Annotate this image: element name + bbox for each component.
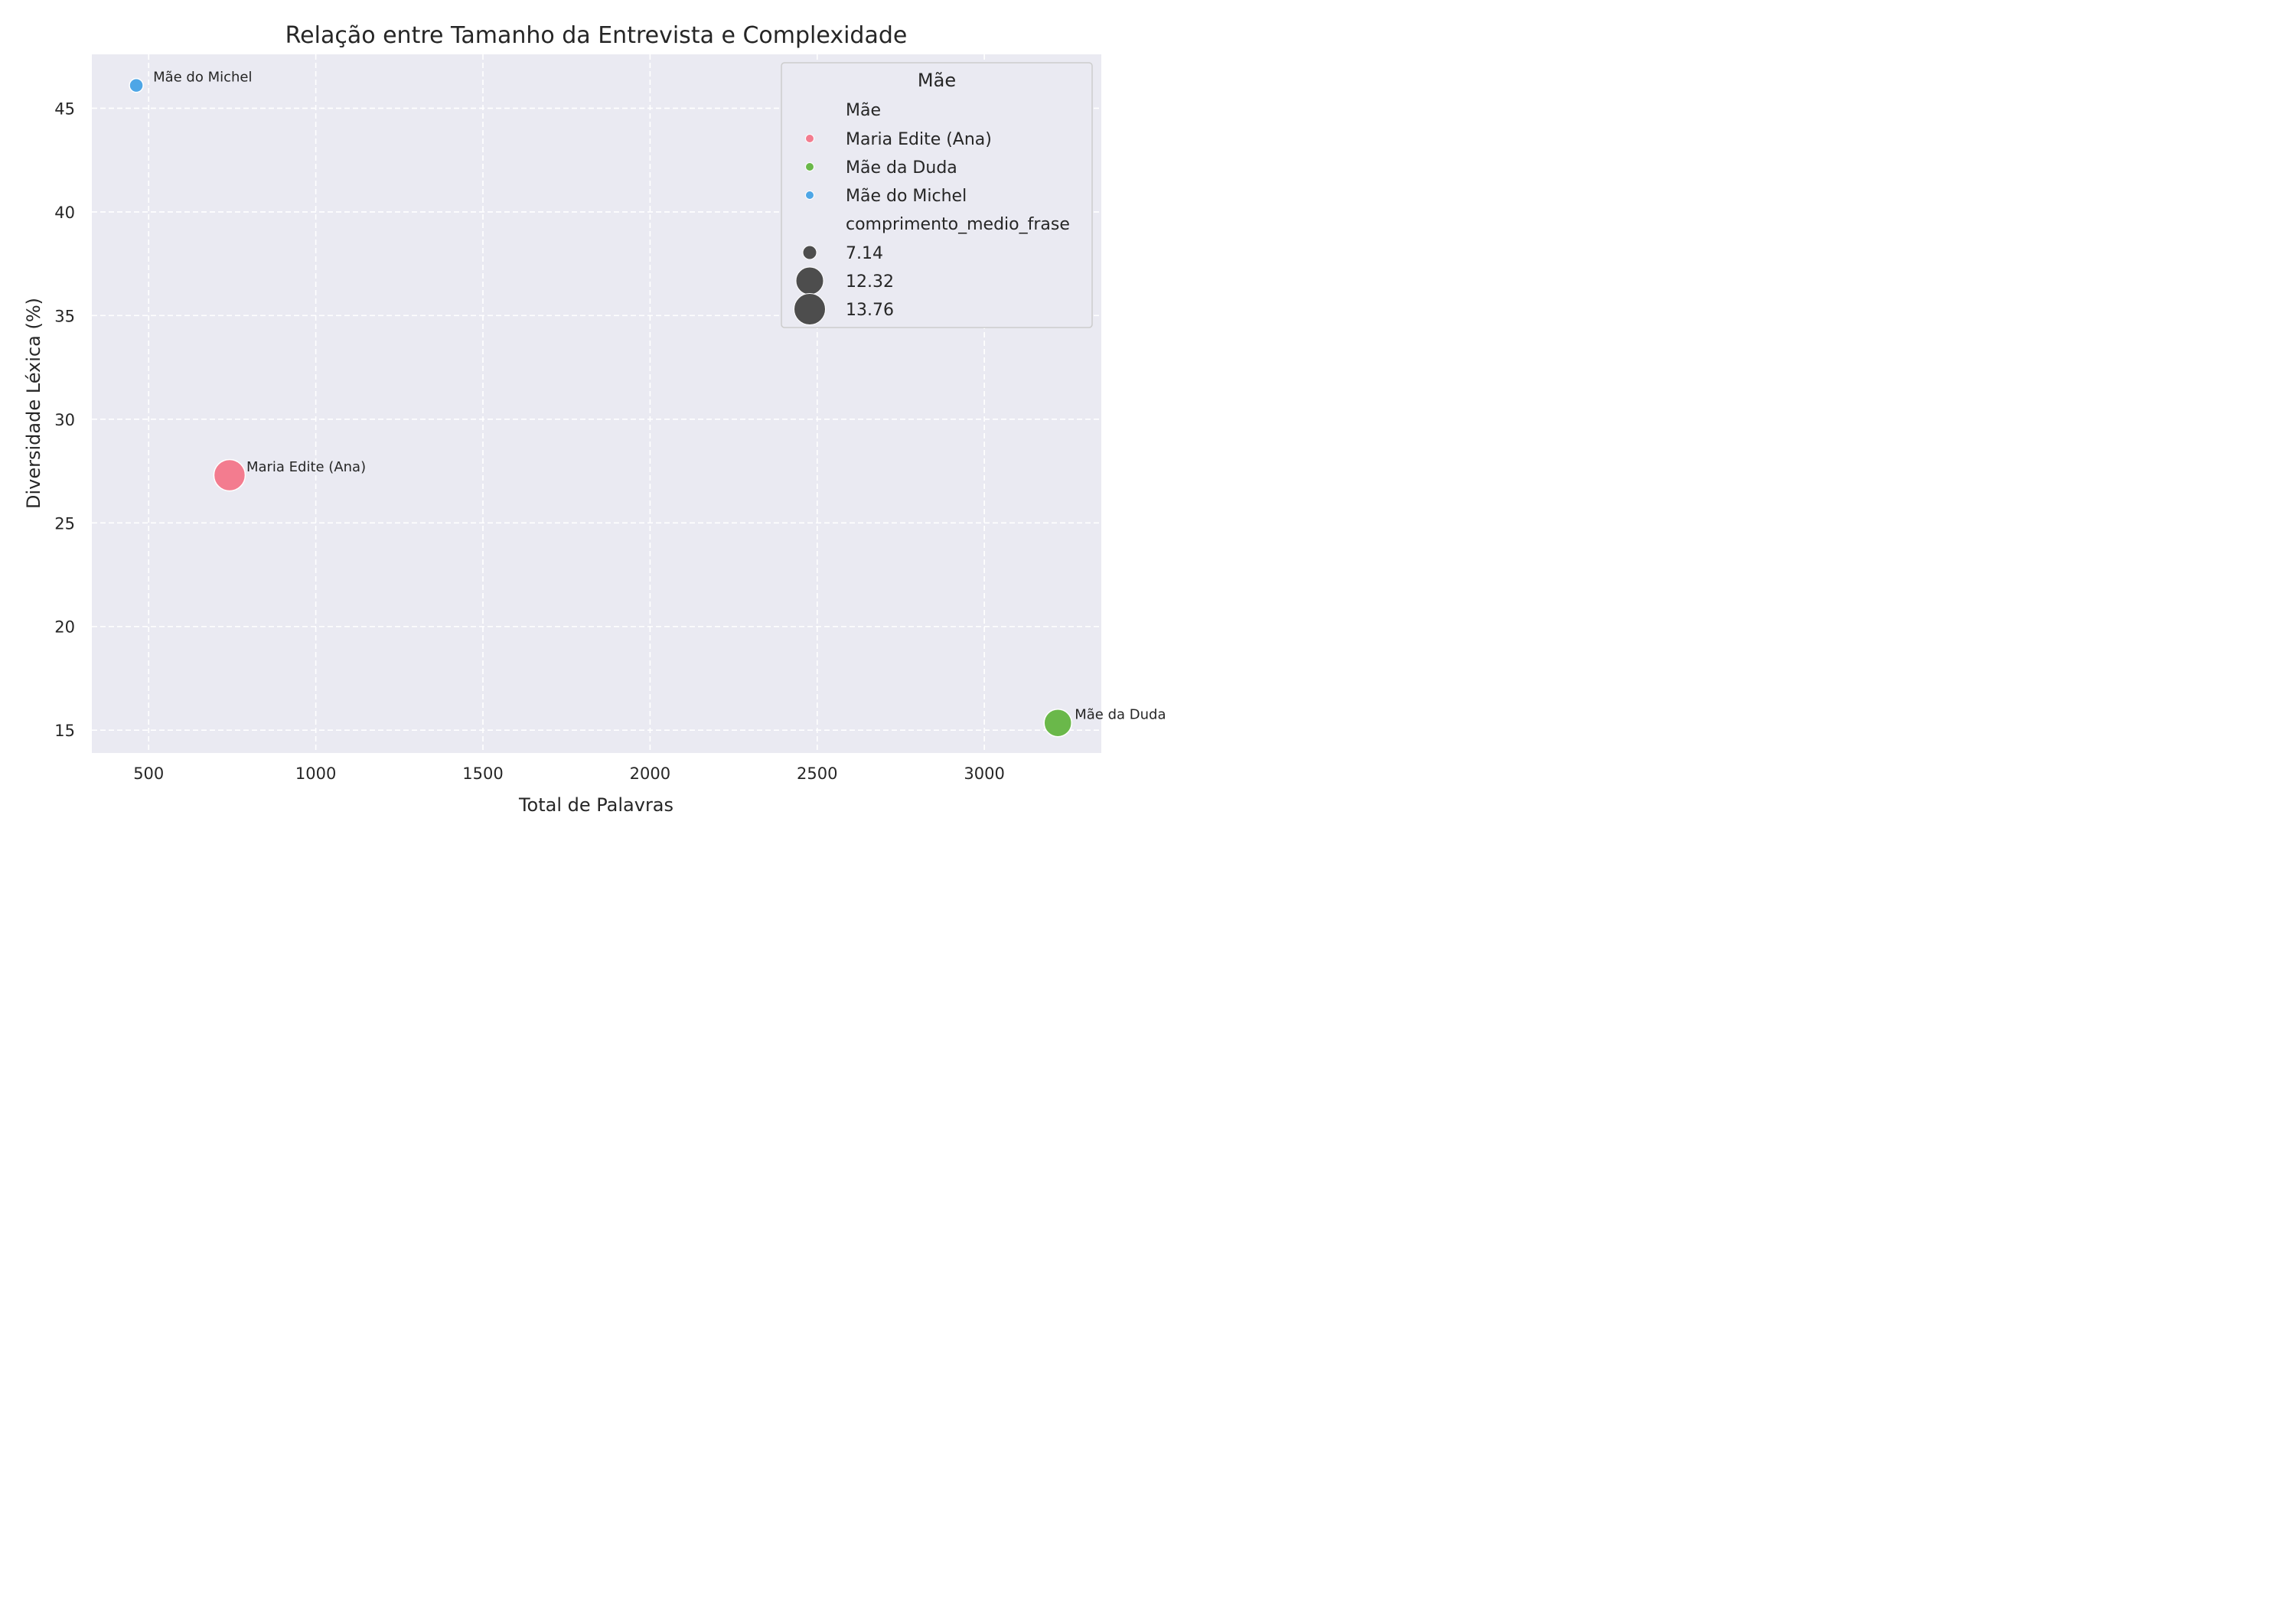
y-axis-label: Diversidade Léxica (%) — [23, 298, 44, 509]
legend-size-label: 13.76 — [846, 301, 894, 320]
y-tick-label: 25 — [54, 514, 75, 533]
legend-size-header: comprimento_medio_frase — [846, 215, 1070, 234]
y-tick-label: 15 — [54, 722, 75, 740]
x-tick-label: 3000 — [964, 764, 1004, 783]
y-tick-label: 35 — [54, 307, 75, 325]
x-axis-label: Total de Palavras — [518, 794, 673, 816]
chart-canvas: 500 1000 1500 2000 2500 3000 15 20 25 30 35 40 45 M… — [0, 0, 1182, 843]
legend-hue-marker — [806, 191, 814, 200]
data-point — [214, 459, 245, 491]
legend-hue-label: Mãe do Michel — [846, 187, 967, 206]
y-tick-label: 20 — [54, 618, 75, 637]
legend-size-label: 7.14 — [846, 244, 883, 263]
data-point — [129, 79, 143, 93]
point-label: Mãe da Duda — [1075, 707, 1166, 723]
legend-hue-label: Maria Edite (Ana) — [846, 130, 992, 149]
point-label: Mãe do Michel — [153, 70, 252, 86]
legend-size-marker — [796, 267, 823, 295]
legend-size-marker — [794, 294, 826, 325]
legend: Mãe Mãe Maria Edite (Ana) Mãe da Duda Mãe … — [781, 63, 1092, 328]
data-point — [1044, 709, 1071, 737]
y-tick-label: 40 — [54, 204, 75, 222]
x-tick-label: 2500 — [797, 764, 837, 783]
y-tick-label: 45 — [54, 99, 75, 118]
x-tick-label: 2000 — [630, 764, 670, 783]
legend-title: Mãe — [918, 70, 956, 91]
legend-hue-label: Mãe da Duda — [846, 158, 957, 178]
legend-hue-marker — [806, 135, 814, 143]
chart-title: Relação entre Tamanho da Entrevista e Co… — [285, 22, 908, 49]
legend-hue-marker — [806, 163, 814, 171]
legend-size-label: 12.32 — [846, 272, 894, 292]
x-tick-label: 500 — [133, 764, 164, 783]
legend-size-marker — [803, 246, 817, 259]
x-tick-label: 1000 — [295, 764, 336, 783]
point-label: Maria Edite (Ana) — [246, 459, 366, 475]
y-tick-label: 30 — [54, 411, 75, 429]
legend-hue-header: Mãe — [846, 101, 881, 120]
x-tick-label: 1500 — [462, 764, 503, 783]
